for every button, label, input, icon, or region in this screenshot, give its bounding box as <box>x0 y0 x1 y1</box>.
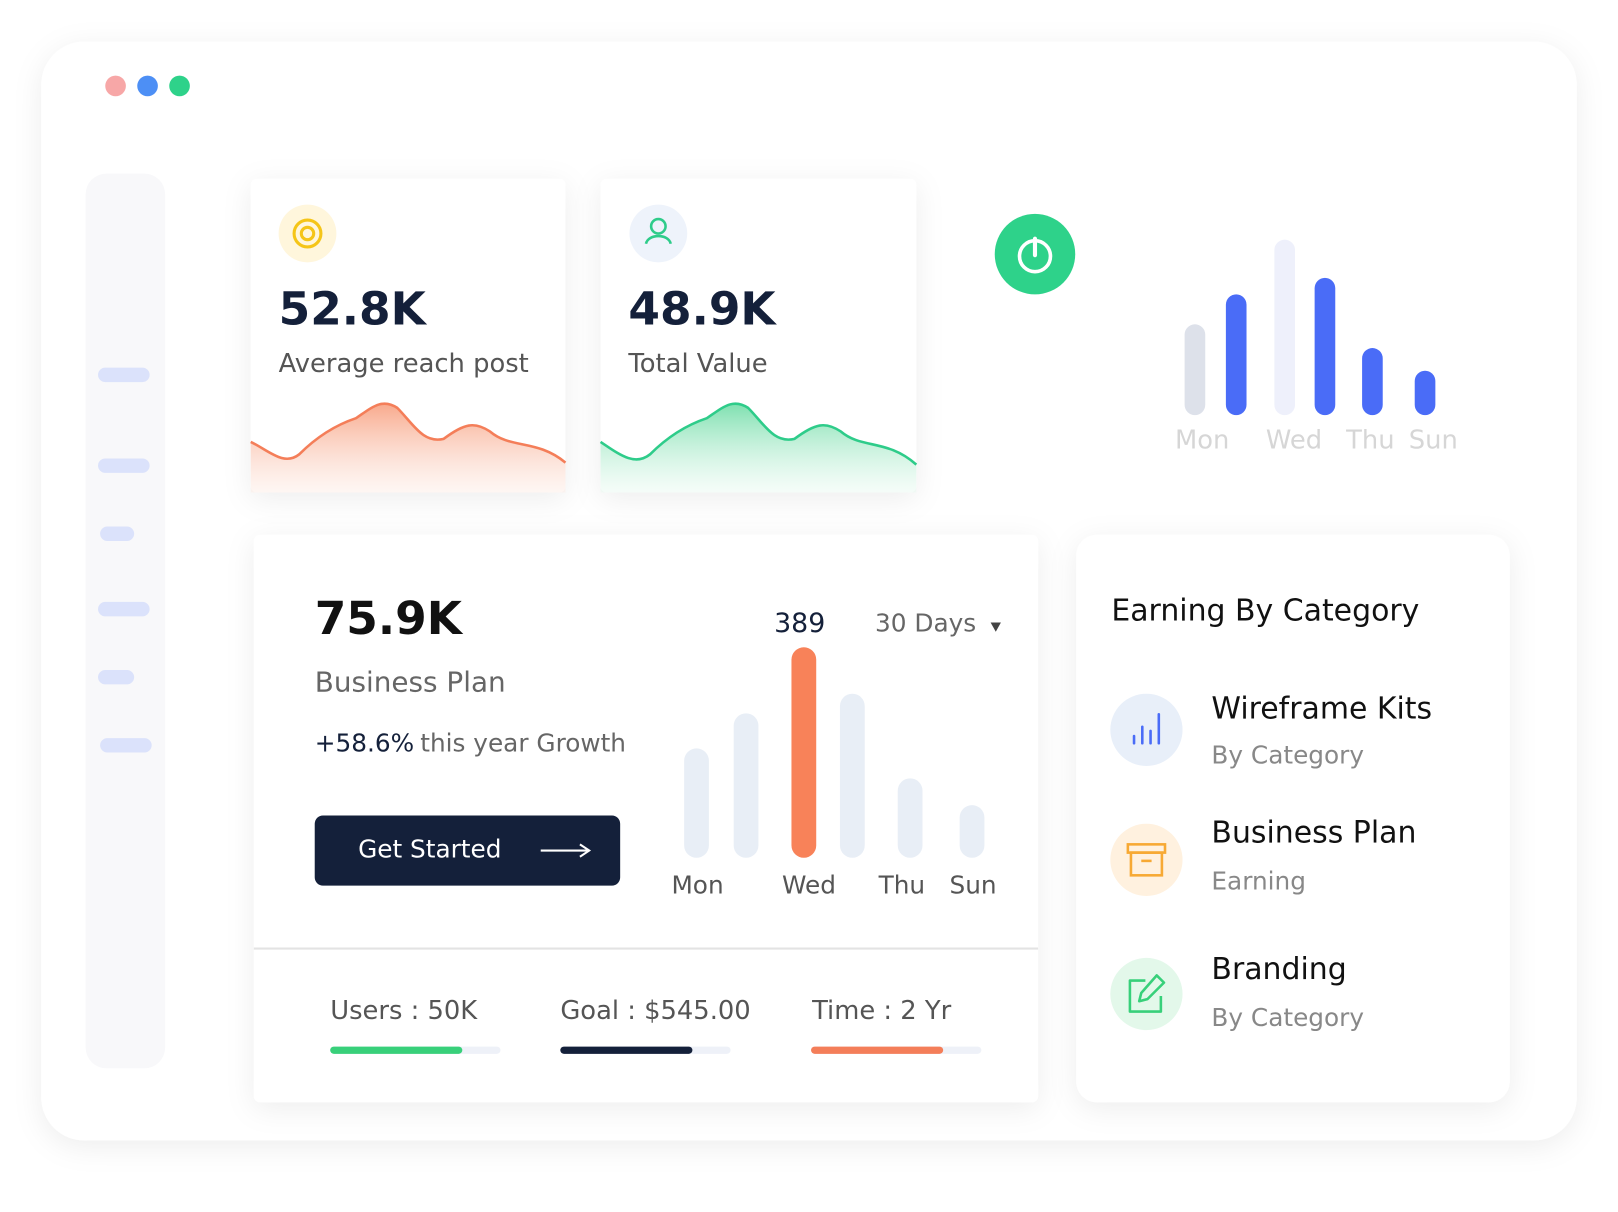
growth: +58.6% this year Growth <box>315 728 626 757</box>
mini-bar <box>1414 370 1436 416</box>
area-line <box>250 402 567 464</box>
mini-bars <box>1184 239 1436 416</box>
progress-fill <box>330 1046 463 1054</box>
sidebar-item[interactable] <box>98 669 135 685</box>
dropdown-arrow[interactable] <box>990 622 1001 632</box>
area-line <box>599 402 918 466</box>
day-label: Thu <box>878 871 925 900</box>
button-label: Get Started <box>358 835 501 864</box>
category-subtitle: Earning <box>1211 867 1306 896</box>
day-label: Wed <box>1266 425 1322 455</box>
progress-fill <box>560 1046 693 1054</box>
stat-card <box>600 178 917 493</box>
sidebar-item[interactable] <box>100 738 152 753</box>
metric-label: Users : 50K <box>330 996 478 1026</box>
plan-bar <box>684 748 709 858</box>
earning-title: Earning By Category <box>1111 594 1419 629</box>
plan-bar <box>897 778 923 858</box>
growth-text: this year Growth <box>420 728 626 757</box>
day-label: Mon <box>671 871 723 900</box>
mini-bar <box>1314 277 1336 416</box>
window-dot[interactable] <box>137 75 158 97</box>
stat-icon <box>299 225 316 242</box>
stat-card <box>250 178 566 493</box>
mini-bar <box>1362 348 1383 416</box>
stat-value: 52.8K <box>279 282 428 335</box>
window-dot[interactable] <box>169 75 190 97</box>
mini-bar <box>1274 239 1296 416</box>
category-title[interactable]: Branding <box>1211 952 1346 987</box>
plan-card <box>253 534 1039 1103</box>
stat-icon <box>649 217 667 235</box>
day-label: Sun <box>950 871 997 900</box>
plan-title: Business Plan <box>315 665 506 698</box>
button-arrow <box>579 843 592 858</box>
stat-icon <box>292 218 323 249</box>
stat-icon <box>644 234 672 245</box>
chart-peak: 389 <box>774 608 825 639</box>
plan-bar <box>959 805 985 858</box>
window-dot[interactable] <box>105 75 126 97</box>
category-icon <box>1132 713 1161 745</box>
stat-icon <box>278 204 337 263</box>
category-title[interactable]: Business Plan <box>1211 816 1416 851</box>
stat-label: Average reach post <box>279 349 529 379</box>
day-label: Mon <box>1175 425 1229 455</box>
period-select[interactable]: 30 Days <box>875 609 976 638</box>
metric-label: Goal : $545.00 <box>560 996 750 1026</box>
mini-bar <box>1225 294 1247 416</box>
sidebar-item[interactable] <box>98 458 150 473</box>
stat-value: 48.9K <box>628 282 777 335</box>
sidebar-item[interactable] <box>98 601 150 617</box>
area-chart <box>600 403 917 493</box>
plan-bar <box>733 713 759 858</box>
day-label: Sun <box>1409 425 1458 455</box>
sidebar-items <box>98 367 152 753</box>
plan-bar <box>791 647 817 858</box>
plan-value: 75.9K <box>315 592 464 645</box>
earning-card <box>1076 534 1510 1103</box>
growth-value: +58.6% <box>315 728 414 757</box>
sidebar-item[interactable] <box>100 526 135 541</box>
mini-bar <box>1184 324 1206 416</box>
category-icon <box>1110 693 1183 766</box>
category-subtitle: By Category <box>1211 741 1364 770</box>
plan-bar <box>839 693 865 858</box>
plan-bars <box>684 647 985 858</box>
stat-label: Total Value <box>627 349 767 379</box>
category-icon <box>1110 957 1183 1031</box>
sidebar <box>85 173 166 1069</box>
day-label: Wed <box>782 871 836 900</box>
metric-label: Time : 2 Yr <box>811 996 952 1026</box>
area-chart <box>250 403 566 493</box>
category-subtitle: By Category <box>1211 1003 1364 1032</box>
category-title[interactable]: Wireframe Kits <box>1211 692 1432 727</box>
category-icon <box>1128 974 1166 1013</box>
get-started-button[interactable] <box>314 815 621 886</box>
category-icon <box>1126 843 1167 877</box>
progress-fill <box>811 1046 944 1054</box>
sidebar-item[interactable] <box>98 367 150 383</box>
day-label: Thu <box>1345 425 1394 455</box>
